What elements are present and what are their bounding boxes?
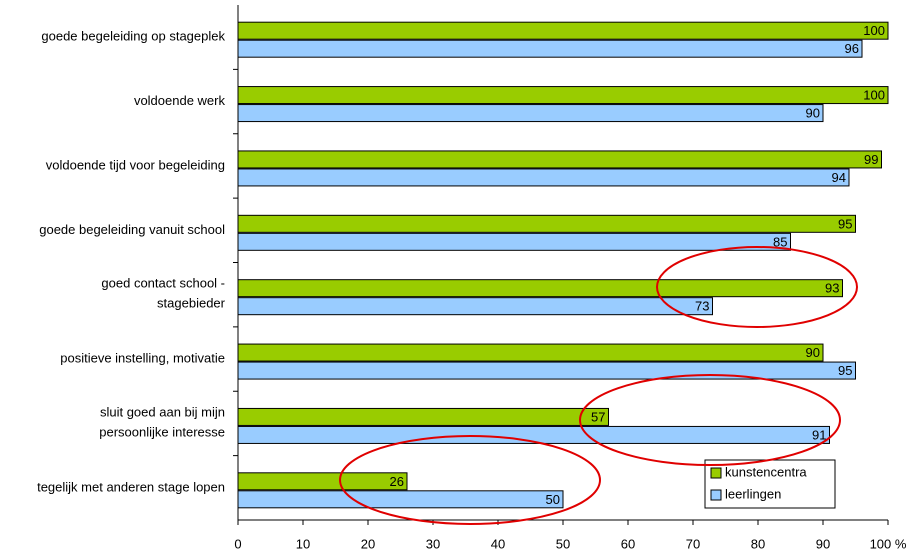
x-tick-label: 100 % — [870, 536, 907, 551]
bar — [238, 40, 862, 57]
x-tick-label: 0 — [234, 536, 241, 551]
value-label: 100 — [863, 23, 885, 38]
value-label: 90 — [806, 345, 820, 360]
bar — [238, 408, 609, 425]
legend-label: leerlingen — [725, 486, 781, 501]
value-label: 93 — [825, 281, 839, 296]
x-tick-label: 40 — [491, 536, 505, 551]
value-label: 26 — [390, 474, 404, 489]
bar — [238, 215, 856, 232]
x-tick-label: 10 — [296, 536, 310, 551]
legend-label: kunstencentra — [725, 464, 807, 479]
bar — [238, 233, 791, 250]
bar — [238, 87, 888, 104]
x-tick-label: 50 — [556, 536, 570, 551]
bar — [238, 169, 849, 186]
value-label: 94 — [832, 170, 846, 185]
bar — [238, 280, 843, 297]
y-tick-label: sluit goed aan bij mijnpersoonlijke inte… — [99, 405, 225, 440]
y-tick-label: voldoende tijd voor begeleiding — [46, 157, 225, 172]
x-tick-label: 90 — [816, 536, 830, 551]
bar — [238, 151, 882, 168]
bar — [238, 298, 713, 315]
x-tick-label: 70 — [686, 536, 700, 551]
y-tick-label: goede begeleiding op stageplek — [41, 29, 225, 44]
value-label: 99 — [864, 152, 878, 167]
highlight-ellipse — [580, 375, 840, 465]
value-label: 100 — [863, 88, 885, 103]
value-label: 95 — [838, 363, 852, 378]
value-label: 95 — [838, 216, 852, 231]
legend-swatch — [711, 490, 721, 500]
y-tick-label: goede begeleiding vanuit school — [39, 222, 225, 237]
bar — [238, 105, 823, 122]
y-tick-label: positieve instelling, motivatie — [60, 351, 225, 366]
value-label: 90 — [806, 106, 820, 121]
value-label: 96 — [845, 41, 859, 56]
bar — [238, 344, 823, 361]
bar — [238, 22, 888, 39]
bar — [238, 473, 407, 490]
bar — [238, 362, 856, 379]
y-tick-label: goed contact school -stagebieder — [101, 276, 225, 311]
value-label: 50 — [546, 492, 560, 507]
x-axis: 0 10 20 30 40 50 60 70 80 90 100 % — [234, 520, 906, 551]
value-label: 73 — [695, 299, 709, 314]
value-label: 91 — [812, 427, 826, 442]
bar — [238, 491, 563, 508]
x-tick-label: 20 — [361, 536, 375, 551]
x-tick-label: 30 — [426, 536, 440, 551]
legend-swatch — [711, 468, 721, 478]
y-tick-label: tegelijk met anderen stage lopen — [37, 479, 225, 494]
x-tick-label: 60 — [621, 536, 635, 551]
y-tick-label: voldoende werk — [134, 93, 226, 108]
x-tick-label: 80 — [751, 536, 765, 551]
value-label: 57 — [591, 409, 605, 424]
